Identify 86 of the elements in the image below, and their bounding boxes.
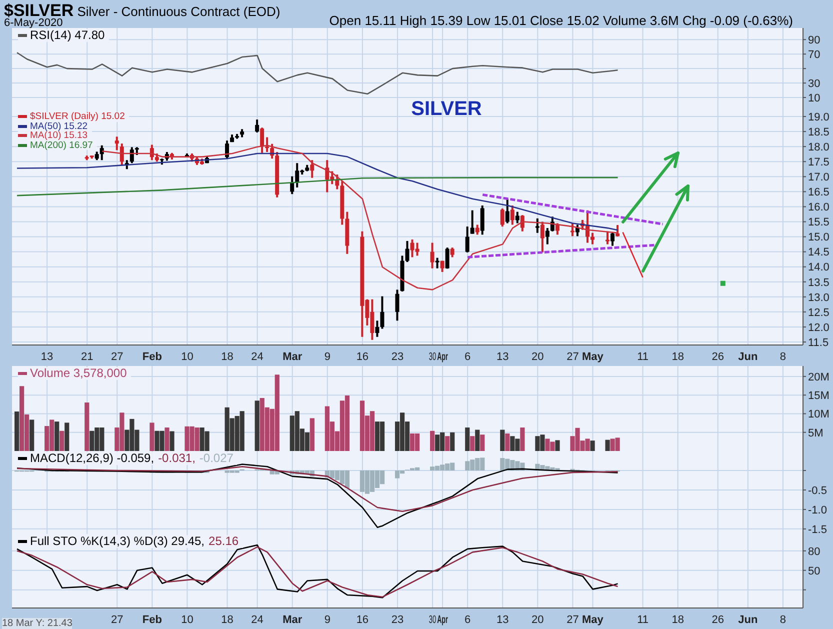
x-tick-label: 26	[712, 614, 724, 626]
x-tick-label: 10	[181, 614, 194, 626]
x-tick-label: Feb	[142, 350, 162, 363]
legend-label: $SILVER (Daily) 15.02	[30, 111, 125, 122]
y-tick-label: 90	[808, 34, 820, 46]
x-tick-label: 24	[251, 350, 264, 363]
legend-label: Volume 3,578,000	[30, 366, 127, 380]
y-tick-label: 10M	[808, 408, 830, 421]
x-tick-label: 16	[356, 614, 369, 626]
x-tick-label: 27	[111, 350, 124, 363]
y-tick-label: -1.0	[808, 504, 827, 516]
y-tick-label: 17.0	[808, 172, 830, 184]
x-tick-label: 20	[532, 350, 544, 363]
y-tick-label: -1.5	[808, 524, 827, 536]
legend-label: MA(200) 16.97	[30, 140, 93, 150]
text: 18 Mar Y: 21.43	[2, 618, 72, 629]
x-tick-label: 18	[221, 614, 234, 626]
x-tick-label: Mar	[282, 614, 303, 626]
x-tick-label: 27	[566, 350, 579, 363]
x-tick-label: 11	[637, 350, 649, 363]
y-tick-label: 16.0	[808, 202, 830, 214]
x-tick-label: 13	[40, 350, 54, 363]
x-tick-label: Feb	[142, 614, 162, 626]
y-tick-label: 10	[808, 92, 820, 104]
y-tick-label: 15.5	[808, 216, 830, 229]
y-tick-label: 15.0	[808, 232, 830, 244]
x-tick-label: Apr	[437, 614, 456, 626]
x-tick-label: 18	[672, 350, 684, 363]
y-tick-label: 18.0	[808, 141, 830, 154]
x-tick-label: 23	[391, 350, 404, 363]
y-tick-label: 30	[808, 78, 820, 90]
x-tick-label: 6	[464, 614, 471, 626]
x-tick-label: 11	[637, 614, 649, 626]
legend-label: MA(10) 15.13	[30, 130, 88, 141]
x-tick-label: 13	[496, 614, 509, 626]
y-tick-label: 15M	[808, 390, 830, 402]
x-tick-label: Jun	[738, 614, 758, 626]
legend-label: MA(50) 15.22	[30, 120, 88, 132]
y-tick-label: 80	[808, 546, 820, 558]
x-tick-label: 9	[324, 614, 330, 626]
y-tick-label: 17.5	[808, 156, 830, 169]
x-tick-label: 16	[356, 350, 369, 363]
legend-label: Full STO %K(14,3) %D(3) 29.45,	[30, 534, 205, 548]
chart-subtitle: 6-May-2020	[4, 17, 63, 29]
y-tick-label: 5M	[808, 427, 824, 440]
y-tick-label: 13.5	[808, 276, 830, 289]
y-tick-label: -0.5	[808, 484, 827, 497]
x-tick-label: 23	[391, 614, 404, 626]
y-tick-label: 70	[808, 48, 820, 61]
x-tick-label: 10	[181, 350, 194, 363]
y-tick-label: 16.5	[808, 186, 830, 199]
x-tick-label: 20	[532, 614, 544, 626]
y-tick-label: 20M	[808, 371, 830, 384]
y-tick-label: 12.0	[808, 322, 830, 334]
x-tick-label: Jun	[738, 350, 758, 363]
series-label: -0.027	[199, 451, 234, 465]
legend-label: RSI(14) 47.80	[30, 28, 105, 42]
x-tick-label: Mar	[282, 350, 303, 363]
annotation: SILVER	[411, 98, 482, 120]
series-label: 25.16	[208, 534, 239, 548]
x-tick-label: Apr	[437, 350, 456, 363]
x-tick-label: 8	[780, 614, 786, 626]
x-tick-label: 26	[712, 350, 724, 363]
y-tick-label: 13.0	[808, 292, 830, 304]
y-tick-label: 50	[808, 565, 820, 578]
y-tick-label: 11.5	[808, 336, 829, 349]
x-tick-label: 13	[496, 350, 509, 363]
x-tick-label: 9	[324, 350, 330, 363]
x-tick-label: 6	[464, 350, 471, 363]
y-tick-label: 12.5	[808, 306, 830, 319]
x-tick-label: 8	[780, 350, 786, 363]
x-tick-label: May	[582, 614, 604, 626]
x-tick-label: 21	[80, 350, 94, 363]
x-tick-label: 18	[672, 614, 684, 626]
series-label: -0.031,	[158, 451, 196, 465]
y-tick-label: 14.0	[808, 262, 830, 274]
text: Open 15.11 High 15.39 Low 15.01 Close 15.02 Volume 3.6M Chg -0.09 (-0.63%)	[329, 13, 793, 28]
x-tick-label: 24	[251, 614, 264, 626]
x-tick-label: 18	[221, 350, 234, 363]
legend-label: MACD(12,26,9) -0.059,	[30, 451, 154, 465]
x-tick-label: 27	[111, 614, 124, 626]
y-tick-label: 18.5	[808, 126, 830, 138]
y-tick-label: 19.0	[808, 111, 830, 124]
y-tick-label: 14.5	[808, 246, 830, 259]
x-tick-label: 27	[566, 614, 579, 626]
x-tick-label: May	[582, 350, 604, 363]
